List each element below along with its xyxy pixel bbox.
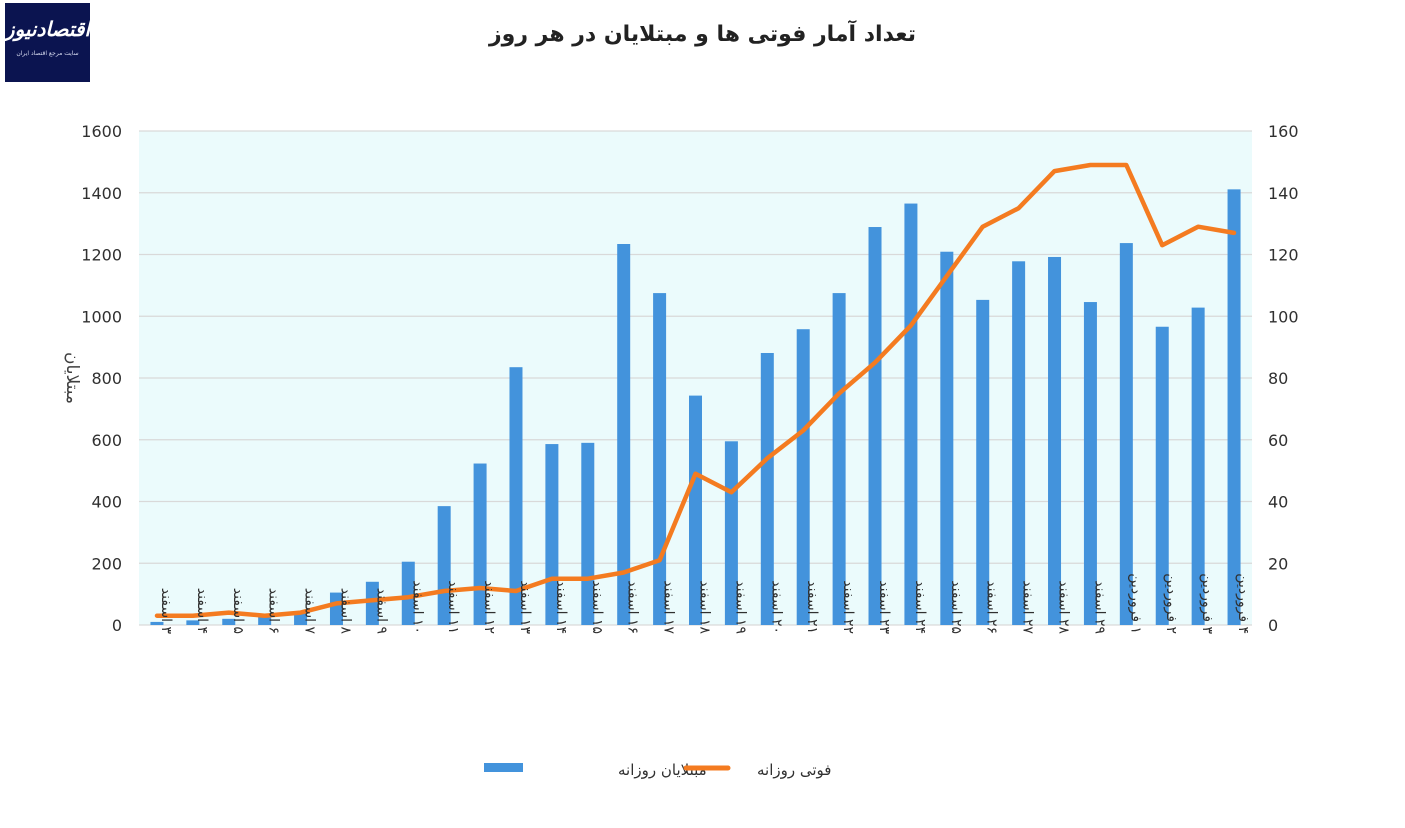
bar-2	[222, 618, 236, 625]
legend-label-line: فوتی روزانه	[757, 761, 831, 779]
bar-14	[653, 293, 667, 625]
bar-4	[294, 612, 308, 625]
x-tick-label-0: ۳ اسفند	[158, 588, 174, 635]
bar-28	[1155, 326, 1169, 625]
x-tick-label-27: ۱ فروردین	[1127, 573, 1143, 634]
legend-label-bar: مبتلایان روزانه	[618, 761, 707, 779]
x-tick-label-11: ۱۴ اسفند	[553, 580, 569, 634]
bar-22	[940, 251, 954, 625]
right-tick-label-4: 80	[1268, 369, 1288, 388]
x-tick-label-9: ۱۲ اسفند	[481, 580, 497, 634]
x-tick-label-24: ۲۷ اسفند	[1020, 580, 1036, 634]
bar-10	[509, 367, 523, 625]
x-tick-label-18: ۲۱ اسفند	[804, 580, 820, 634]
left-tick-label-3: 600	[91, 431, 122, 450]
right-tick-label-0: 0	[1268, 616, 1278, 635]
legend: مبتلایان روزانه فوتی روزانه	[484, 761, 831, 779]
right-axis-ticks: 0 20 40 60 80 100 120 140 160	[1268, 122, 1299, 635]
x-tick-label-21: ۲۴ اسفند	[912, 580, 928, 634]
left-tick-label-1: 200	[91, 554, 122, 573]
x-tick-label-15: ۱۸ اسفند	[697, 580, 713, 634]
right-tick-label-8: 160	[1268, 122, 1299, 141]
x-tick-label-30: ۴ فروردین	[1235, 573, 1251, 634]
bar-23	[976, 299, 990, 625]
bar-27	[1119, 243, 1133, 626]
x-tick-label-1: ۴ اسفند	[194, 588, 210, 634]
x-tick-label-29: ۳ فروردین	[1199, 573, 1215, 634]
left-tick-label-5: 1000	[81, 307, 122, 326]
bar-1	[186, 620, 200, 625]
right-tick-label-1: 20	[1268, 554, 1288, 573]
x-tick-label-2: ۵ اسفند	[230, 588, 246, 634]
right-tick-label-5: 100	[1268, 307, 1299, 326]
bar-6	[365, 581, 379, 625]
bar-20	[868, 227, 882, 626]
bar-25	[1048, 256, 1062, 625]
x-tick-label-14: ۱۷ اسفند	[661, 580, 677, 634]
bar-30	[1227, 189, 1241, 625]
right-tick-label-6: 120	[1268, 246, 1299, 265]
x-tick-label-22: ۲۵ اسفند	[948, 580, 964, 634]
x-tick-label-28: ۲ فروردین	[1163, 573, 1179, 634]
bar-15	[689, 395, 702, 625]
x-tick-label-6: ۹ اسفند	[373, 588, 389, 634]
right-tick-label-7: 140	[1268, 184, 1299, 203]
x-tick-label-26: ۲۹ اسفند	[1091, 580, 1107, 634]
bar-7	[401, 561, 415, 625]
legend-swatch-bar	[484, 763, 523, 772]
left-tick-label-0: 0	[112, 616, 122, 635]
logo-tagline: سایت مرجع اقتصاد ایران	[16, 50, 79, 57]
bar-13	[617, 244, 631, 625]
line-path	[154, 162, 1237, 618]
x-tick-label-19: ۲۲ اسفند	[840, 580, 856, 634]
x-tick-label-20: ۲۳ اسفند	[876, 580, 892, 634]
x-tick-label-4: ۷ اسفند	[302, 588, 318, 635]
bar-8	[437, 506, 451, 625]
bar-0	[150, 621, 164, 625]
logo-brand-text: اقتصادنیوز	[4, 17, 90, 41]
right-tick-label-3: 60	[1268, 431, 1288, 450]
line-series	[154, 162, 1237, 618]
bar-3	[258, 615, 272, 625]
bar-19	[832, 293, 846, 625]
x-tick-label-3: ۶ اسفند	[266, 588, 282, 634]
x-tick-label-23: ۲۶ اسفند	[984, 580, 1000, 634]
bar-21	[904, 203, 918, 625]
bar-26	[1083, 302, 1097, 625]
x-tick-label-25: ۲۸ اسفند	[1056, 580, 1072, 634]
bar-24	[1012, 261, 1026, 625]
x-tick-label-12: ۱۵ اسفند	[589, 580, 605, 634]
left-tick-label-7: 1400	[81, 184, 122, 203]
left-axis-label: مبتلایان	[62, 352, 82, 404]
x-tick-label-5: ۸ اسفند	[338, 588, 354, 635]
x-tick-label-16: ۱۹ اسفند	[732, 580, 748, 634]
x-tick-label-13: ۱۶ اسفند	[625, 580, 641, 634]
bar-18	[796, 329, 810, 625]
left-tick-label-6: 1200	[81, 246, 122, 265]
chart-title: تعداد آمار فوتی ها و مبتلایان در هر روز	[489, 22, 916, 47]
left-tick-label-2: 400	[91, 493, 122, 512]
x-axis-ticks: ۳ اسفند ۴ اسفند ۵ اسفند ۶ اسفند ۷ اسفند ۸ اسف…	[158, 573, 1251, 634]
bar-29	[1191, 307, 1205, 625]
left-tick-label-4: 800	[91, 369, 122, 388]
bar-series	[150, 189, 1241, 626]
x-tick-label-8: ۱۱ اسفند	[445, 580, 461, 634]
right-tick-label-2: 40	[1268, 493, 1288, 512]
x-tick-label-7: ۱۰ اسفند	[409, 580, 425, 634]
bar-9	[473, 463, 487, 625]
brand-logo: اقتصادنیوز سایت مرجع اقتصاد ایران	[5, 3, 90, 82]
bar-5	[329, 592, 343, 625]
left-tick-label-8: 1600	[81, 122, 122, 141]
x-tick-label-10: ۱۳ اسفند	[517, 580, 533, 634]
left-axis-ticks: 0 200 400 600 800 1000 1200 1400 1600	[81, 122, 122, 635]
x-tick-label-17: ۲۰ اسفند	[768, 580, 784, 634]
bar-17	[760, 352, 774, 625]
